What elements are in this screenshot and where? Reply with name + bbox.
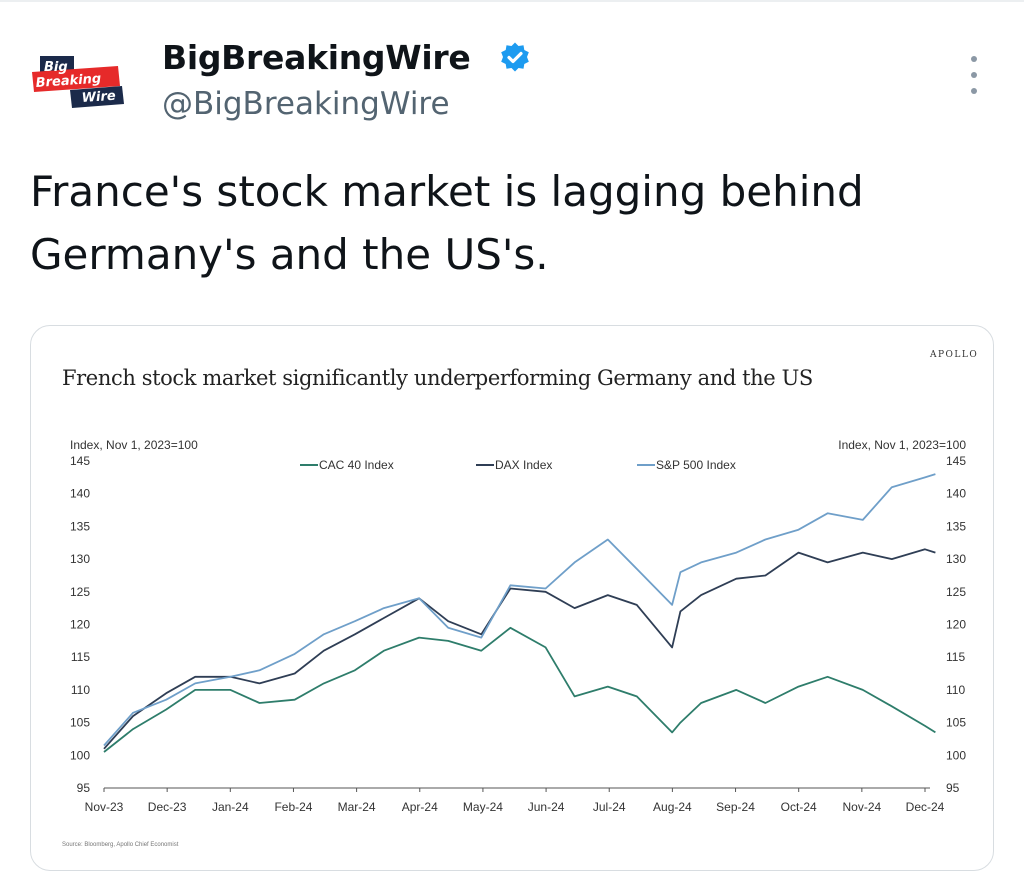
y-tick-label-right: 125 (946, 585, 966, 599)
x-tick-label: Feb-24 (274, 800, 312, 814)
chart-brand: APOLLO (930, 350, 979, 360)
y-tick-label-right: 130 (946, 552, 966, 566)
x-tick-label: Jun-24 (528, 800, 565, 814)
y-tick-label-left: 130 (70, 552, 90, 566)
more-options-icon[interactable] (962, 56, 986, 94)
y-tick-label-right: 135 (946, 519, 966, 533)
chart-source: Source: Bloomberg, Apollo Chief Economis… (62, 842, 179, 848)
more-dot (971, 72, 977, 78)
avatar-word: Breaking (35, 71, 101, 91)
series-line-s-p-500-index (103, 473, 936, 747)
series-line-dax-index (103, 548, 936, 750)
legend-label: CAC 40 Index (319, 458, 394, 472)
y-tick-label-right: 120 (946, 618, 966, 632)
y-tick-label-right: 105 (946, 716, 966, 730)
x-tick-label: Jan-24 (212, 800, 249, 814)
x-tick-label: Oct-24 (781, 800, 817, 814)
avatar-logo-banner (32, 66, 120, 92)
x-tick-label: May-24 (463, 800, 503, 814)
y-tick-label-right: 115 (946, 650, 965, 664)
y-tick-label-left: 140 (70, 487, 90, 501)
more-dot (971, 56, 977, 62)
x-tick-label: Aug-24 (653, 800, 692, 814)
x-tick-label: Jul-24 (593, 800, 626, 814)
avatar-logo-block (70, 86, 124, 108)
author-name[interactable]: BigBreakingWire (162, 38, 471, 77)
verified-badge-icon (501, 42, 529, 72)
x-tick-label: Sep-24 (716, 800, 755, 814)
y-tick-label-left: 110 (71, 683, 90, 697)
y-tick-label-right: 140 (946, 487, 966, 501)
x-tick-label: Mar-24 (338, 800, 376, 814)
legend-label: S&P 500 Index (656, 458, 736, 472)
x-tick-label: Nov-24 (843, 800, 882, 814)
author-handle[interactable]: @BigBreakingWire (162, 86, 450, 122)
y-tick-label-left: 95 (77, 781, 91, 795)
top-divider (0, 0, 1024, 2)
y-tick-label-left: 135 (70, 519, 90, 533)
legend-label: DAX Index (495, 458, 552, 472)
tweet-text: France's stock market is lagging behind … (30, 167, 864, 279)
y-tick-label-right: 145 (946, 454, 966, 468)
avatar-word: Wire (81, 89, 116, 106)
avatar[interactable]: Big Breaking Wire (28, 46, 124, 114)
y-axis-label-left: Index, Nov 1, 2023=100 (70, 438, 198, 452)
y-tick-label-left: 115 (71, 650, 90, 664)
x-tick-label: Dec-23 (148, 800, 187, 814)
more-dot (971, 88, 977, 94)
y-tick-label-left: 125 (70, 585, 90, 599)
x-tick-label: Apr-24 (402, 800, 438, 814)
y-tick-label-right: 110 (946, 683, 965, 697)
y-tick-label-left: 145 (70, 454, 90, 468)
y-axis-label-right: Index, Nov 1, 2023=100 (838, 438, 966, 452)
y-tick-label-left: 120 (70, 618, 90, 632)
y-tick-label-left: 105 (70, 716, 90, 730)
chart-title: French stock market significantly underp… (62, 366, 813, 390)
y-tick-label-left: 100 (70, 748, 90, 762)
avatar-word: Big (44, 60, 68, 75)
series-line-cac-40-index (103, 626, 936, 753)
y-tick-label-right: 95 (946, 781, 960, 795)
chart-image-card[interactable] (30, 325, 994, 871)
x-tick-label: Dec-24 (906, 800, 945, 814)
x-tick-label: Nov-23 (85, 800, 124, 814)
y-tick-label-right: 100 (946, 748, 966, 762)
